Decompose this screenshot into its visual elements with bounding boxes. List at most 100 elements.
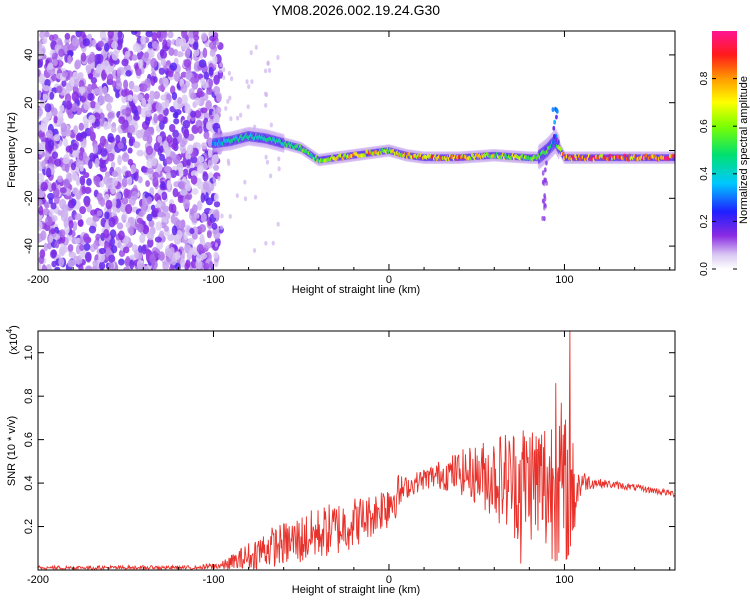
spectrogram-cell bbox=[191, 188, 199, 195]
spectrogram-cell bbox=[121, 214, 126, 222]
spectrogram-cell bbox=[184, 49, 191, 59]
spectrogram-cell bbox=[88, 114, 96, 124]
spectrogram-cell bbox=[115, 198, 122, 209]
spectrogram-cell bbox=[109, 229, 117, 239]
spectrogram-cell bbox=[159, 153, 166, 162]
spectrogram-cell bbox=[91, 39, 97, 48]
spectrogram-cell bbox=[102, 85, 108, 95]
spectrogram-cell bbox=[54, 240, 60, 249]
spectrogram-cell bbox=[141, 97, 147, 107]
spectrogram-cell bbox=[57, 209, 62, 216]
spectrogram-cell bbox=[215, 106, 222, 114]
spectrogram-x-label: Height of straight line (km) bbox=[292, 284, 420, 296]
spectrogram-cell bbox=[67, 199, 76, 209]
spectrogram-cell bbox=[138, 58, 144, 69]
spectrogram-cell bbox=[141, 244, 147, 255]
x-tick-label: 0 bbox=[386, 274, 392, 286]
y-tick-label: 20 bbox=[23, 97, 35, 109]
spectrogram-cell bbox=[203, 131, 210, 140]
spectrogram-cell bbox=[72, 187, 79, 195]
spectrogram-cell bbox=[73, 80, 80, 88]
spectrogram-cell bbox=[99, 161, 107, 169]
spectrogram-cell bbox=[162, 39, 168, 49]
spectrogram-cell bbox=[42, 85, 50, 92]
spectrogram-cell bbox=[87, 92, 94, 101]
spectrogram-cell bbox=[166, 39, 172, 47]
spectrogram-cell bbox=[103, 120, 109, 131]
spectrogram-cell bbox=[276, 221, 280, 227]
spectrogram-cell bbox=[199, 234, 205, 244]
spectrogram-cell bbox=[194, 212, 200, 219]
spectrogram-cell bbox=[187, 237, 195, 245]
y-tick-label: 1.0 bbox=[23, 345, 35, 360]
spectrogram-cell bbox=[184, 192, 193, 201]
spectrogram-cell bbox=[133, 114, 140, 121]
spectrogram-cell bbox=[179, 37, 187, 47]
spectrogram-cell bbox=[131, 54, 138, 61]
spectrogram-cell bbox=[200, 77, 205, 85]
spectrogram-cell bbox=[264, 240, 268, 246]
spectrogram-cell bbox=[84, 200, 90, 207]
spectrogram-cell bbox=[188, 247, 194, 256]
spectrogram-cell bbox=[194, 97, 201, 106]
spectrogram-cell bbox=[206, 230, 212, 239]
spectrogram-cell bbox=[125, 70, 132, 77]
spectrogram-cell bbox=[204, 241, 212, 249]
spectrogram-cell bbox=[151, 32, 158, 41]
spectrogram-cell bbox=[63, 178, 70, 189]
spectrogram-cell bbox=[143, 51, 150, 59]
spectrogram-cell bbox=[207, 137, 213, 148]
spectrogram-cell bbox=[137, 245, 143, 255]
spectrogram-cell bbox=[222, 75, 226, 81]
spectrogram-cell bbox=[128, 94, 133, 102]
spectrogram-cell bbox=[264, 154, 268, 160]
spectrogram-cell bbox=[137, 176, 143, 184]
spectrogram-cell bbox=[228, 214, 232, 219]
spectrogram-cell bbox=[222, 67, 226, 73]
spectrogram-cell bbox=[220, 225, 224, 230]
snr-y-label: SNR (10 * v/v) bbox=[6, 416, 18, 486]
spectrogram-cell bbox=[124, 88, 130, 96]
spectrogram-cell bbox=[544, 167, 547, 173]
spectrogram-cell bbox=[543, 193, 546, 199]
spectrogram-cell bbox=[151, 210, 158, 218]
spectrogram-cell bbox=[152, 171, 159, 179]
spectrogram-cell bbox=[58, 257, 65, 267]
spectrogram-cell bbox=[213, 201, 221, 208]
spectrogram-cell bbox=[111, 245, 118, 254]
colorbar-tick-label: 0.0 bbox=[699, 262, 710, 276]
spectrogram-cell bbox=[162, 205, 170, 213]
x-tick-label: -100 bbox=[202, 274, 224, 286]
spectrogram-cell bbox=[182, 168, 189, 177]
spectrogram-cell bbox=[132, 43, 140, 52]
spectrogram-cell bbox=[271, 240, 275, 246]
spectrogram-cell bbox=[239, 112, 243, 118]
spectrogram-cell bbox=[182, 157, 187, 168]
spectrogram-cell bbox=[184, 182, 192, 192]
spectrogram-cell bbox=[146, 196, 153, 205]
spectrogram-cell bbox=[79, 243, 85, 251]
spectrogram-cell bbox=[72, 71, 79, 79]
spectrogram-cell bbox=[82, 37, 91, 47]
spectrogram-cell bbox=[172, 112, 179, 119]
spectrogram-cell bbox=[51, 182, 57, 191]
spectrogram-cell bbox=[136, 217, 144, 224]
spectrogram-cell bbox=[38, 90, 42, 100]
spectrogram-cell bbox=[106, 102, 112, 112]
spectrogram-cell bbox=[85, 265, 93, 270]
spectrogram-cell bbox=[71, 37, 79, 47]
spectrogram-cell bbox=[551, 107, 555, 112]
spectrogram-cell bbox=[51, 260, 57, 268]
spectrogram-cell bbox=[263, 68, 268, 74]
spectrogram-cell bbox=[121, 58, 129, 67]
spectrogram-cell bbox=[136, 149, 144, 157]
snr-series-line bbox=[38, 331, 675, 570]
spectrogram-cell bbox=[53, 134, 61, 142]
spectrogram-cell bbox=[189, 228, 195, 235]
spectrogram-cell bbox=[148, 219, 155, 228]
spectrogram-cell bbox=[541, 169, 545, 175]
spectrogram-cell bbox=[184, 103, 191, 114]
spectrogram-cell bbox=[153, 90, 161, 100]
spectrogram-cell bbox=[80, 31, 86, 39]
spectrogram-cell bbox=[254, 44, 258, 50]
